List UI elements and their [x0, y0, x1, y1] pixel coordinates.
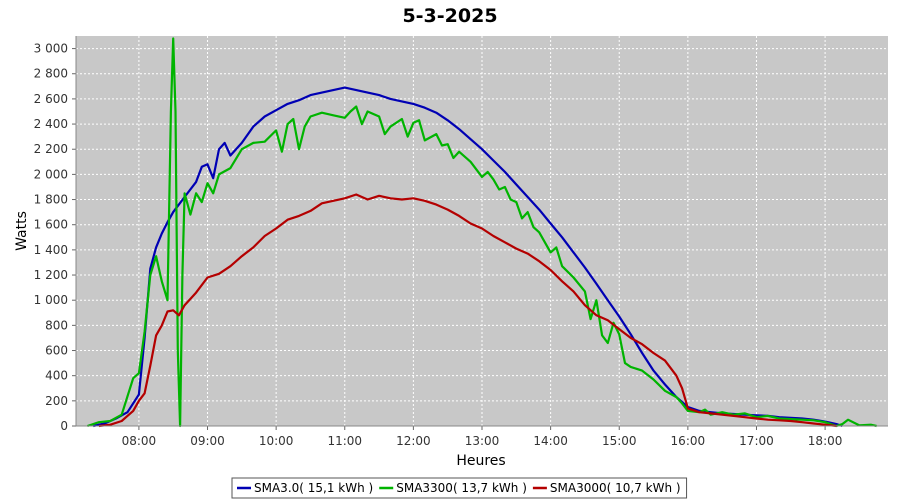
- chart-title: 5-3-2025: [402, 5, 497, 27]
- legend: SMA3.0( 15,1 kWh ) SMA3300( 13,7 kWh ) SMA…: [231, 477, 688, 499]
- legend-label-1: SMA3300( 13,7 kWh ): [396, 481, 527, 495]
- y-tick-label: 600: [45, 344, 68, 358]
- x-tick-label: 08:00: [122, 434, 157, 448]
- y-tick-label: 1 200: [34, 268, 68, 282]
- y-tick-label: 1 800: [34, 193, 68, 207]
- y-tick-label: 2 800: [34, 67, 68, 81]
- series-line-1: [87, 37, 877, 428]
- y-tick-label: 3 000: [34, 42, 68, 56]
- legend-label-2: SMA3000( 10,7 kWh ): [550, 481, 681, 495]
- y-tick-label: 2 400: [34, 117, 68, 131]
- y-tick-label: 1 000: [34, 293, 68, 307]
- x-tick-label: 11:00: [327, 434, 362, 448]
- x-tick-label: 12:00: [396, 434, 431, 448]
- x-tick-label: 17:00: [739, 434, 774, 448]
- legend-label-0: SMA3.0( 15,1 kWh ): [254, 481, 373, 495]
- series-line-0: [92, 86, 843, 428]
- x-tick-label: 09:00: [190, 434, 225, 448]
- y-axis-label: Watts: [14, 211, 30, 251]
- y-tick-label: 400: [45, 369, 68, 383]
- axes: 0 200 400 600 800 1 000 1 200 1 400 1 600 1 800 2 …: [34, 36, 888, 448]
- legend-box: [231, 477, 688, 499]
- grid: [76, 36, 888, 427]
- plot-area: [76, 36, 888, 426]
- y-tick-label: 800: [45, 318, 68, 332]
- x-tick-label: 15:00: [602, 434, 637, 448]
- series-layer: [87, 37, 877, 428]
- x-tick-label: 18:00: [808, 434, 843, 448]
- x-axis-label: Heures: [456, 453, 505, 469]
- y-tick-label: 2 200: [34, 142, 68, 156]
- y-tick-label: 1 600: [34, 218, 68, 232]
- x-tick-label: 14:00: [533, 434, 568, 448]
- x-tick-label: 13:00: [465, 434, 500, 448]
- series-line-2: [98, 193, 837, 428]
- y-tick-label: 0: [60, 419, 68, 433]
- y-tick-label: 1 400: [34, 243, 68, 257]
- y-tick-label: 200: [45, 394, 68, 408]
- x-tick-label: 16:00: [671, 434, 706, 448]
- y-tick-label: 2 600: [34, 92, 68, 106]
- x-tick-label: 10:00: [259, 434, 294, 448]
- y-tick-label: 2 000: [34, 167, 68, 181]
